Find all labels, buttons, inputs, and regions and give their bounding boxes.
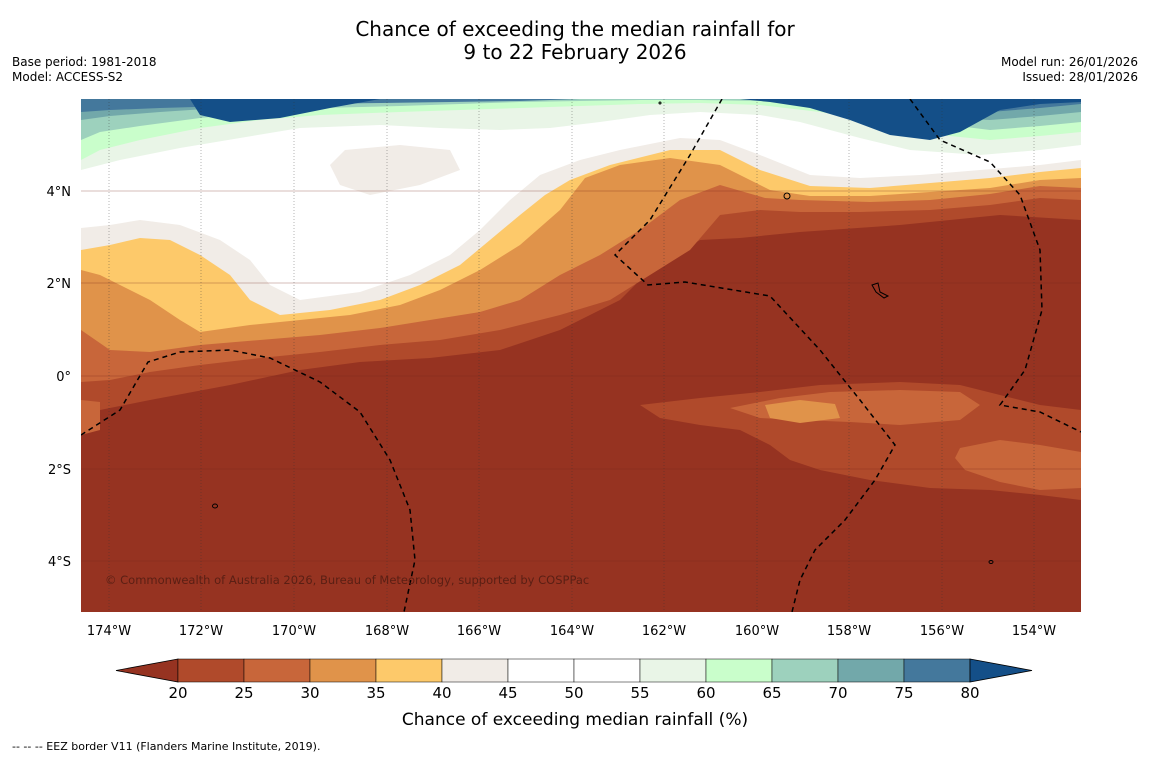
lat-grid (81, 190, 1081, 562)
eez-borders (81, 99, 1081, 612)
colorbar-swatch-10 (771, 658, 839, 683)
map-fields (81, 99, 1081, 612)
cb-tick-80: 80 (960, 684, 980, 702)
lat-label-4n: 4°N (47, 185, 72, 200)
copyright-notice: © Commonwealth of Australia 2026, Bureau… (105, 573, 590, 587)
colorbar-swatch-4 (375, 658, 443, 683)
cb-tick-30: 30 (300, 684, 320, 702)
colorbar-swatch-2 (243, 658, 311, 683)
lon-label-170w: 170°W (272, 624, 316, 639)
base-info: Base period: 1981-2018 Model: ACCESS-S2 (12, 55, 157, 85)
field-80-plus-west (190, 99, 380, 122)
cb-tick-55: 55 (630, 684, 650, 702)
colorbar-label: Chance of exceeding median rainfall (%) (401, 710, 749, 730)
field-60-65 (81, 99, 1081, 160)
lon-label-164w: 164°W (550, 624, 594, 639)
field-sw-30-35 (81, 400, 100, 435)
title-line-2: 9 to 22 February 2026 (463, 40, 687, 64)
base-period: Base period: 1981-2018 (12, 55, 157, 69)
lon-label-166w: 166°W (457, 624, 501, 639)
field-55-60 (81, 99, 1081, 170)
eez-border-east (909, 99, 1081, 433)
run-info: Model run: 26/01/2026 Issued: 28/01/2026 (1001, 55, 1138, 85)
island-e (658, 101, 662, 105)
lon-label-154w: 154°W (1012, 624, 1056, 639)
field-se-35-40 (765, 400, 840, 423)
eez-border-west (81, 349, 416, 612)
colorbar-swatch-6 (507, 658, 575, 683)
island-b (871, 282, 890, 299)
model-name: Model: ACCESS-S2 (12, 70, 124, 84)
cb-tick-35: 35 (366, 684, 386, 702)
lat-label-0: 0° (56, 370, 71, 385)
cb-tick-25: 25 (234, 684, 254, 702)
colorbar-swatch-5 (441, 658, 509, 683)
cb-tick-65: 65 (762, 684, 782, 702)
lat-labels: 4°N 2°N 0° 2°S 4°S (47, 185, 72, 570)
chart-title: Chance of exceeding the median rainfall … (0, 18, 1150, 64)
lat-label-4s: 4°S (48, 555, 71, 570)
lon-label-158w: 158°W (827, 624, 871, 639)
colorbar-swatch-7 (573, 658, 641, 683)
colorbar-swatch-11 (837, 658, 905, 683)
colorbar-swatch-12 (903, 658, 971, 683)
colorbar-swatch-3 (309, 658, 377, 683)
lon-label-156w: 156°W (920, 624, 964, 639)
cb-tick-60: 60 (696, 684, 716, 702)
islands (212, 101, 994, 564)
colorbar-swatch-8 (639, 658, 707, 683)
cb-tick-75: 75 (894, 684, 914, 702)
lon-label-162w: 162°W (642, 624, 686, 639)
eez-border-central (613, 99, 896, 612)
cb-tick-70: 70 (828, 684, 848, 702)
lat-label-2s: 2°S (48, 463, 71, 478)
cb-tick-20: 20 (168, 684, 188, 702)
island-a (783, 192, 791, 200)
lon-label-168w: 168°W (365, 624, 409, 639)
title-line-1: Chance of exceeding the median rainfall … (355, 17, 795, 41)
colorbar-extend-low (115, 658, 179, 683)
colorbar-extend-high (969, 658, 1033, 683)
field-se-30-35-b (955, 440, 1081, 490)
issued-date: Issued: 28/01/2026 (1022, 70, 1138, 84)
colorbar-swatch-9 (705, 658, 773, 683)
island-d (988, 560, 994, 564)
lon-label-174w: 174°W (87, 624, 131, 639)
colorbar (115, 658, 1033, 683)
lon-label-172w: 172°W (179, 624, 223, 639)
cb-tick-45: 45 (498, 684, 518, 702)
field-80-plus-east (740, 99, 1081, 140)
lon-label-160w: 160°W (735, 624, 779, 639)
island-c (212, 503, 218, 509)
field-patch-light (330, 145, 460, 195)
cb-tick-50: 50 (564, 684, 584, 702)
colorbar-swatch-1 (177, 658, 245, 683)
lat-label-2n: 2°N (47, 277, 72, 292)
cb-tick-40: 40 (432, 684, 452, 702)
lon-labels: 174°W 172°W 170°W 168°W 166°W 164°W 162°… (87, 624, 1056, 639)
model-run: Model run: 26/01/2026 (1000, 55, 1138, 69)
eez-legend: -- -- -- EEZ border V11 (Flanders Marine… (12, 740, 321, 753)
field-50-55 (81, 99, 1081, 300)
